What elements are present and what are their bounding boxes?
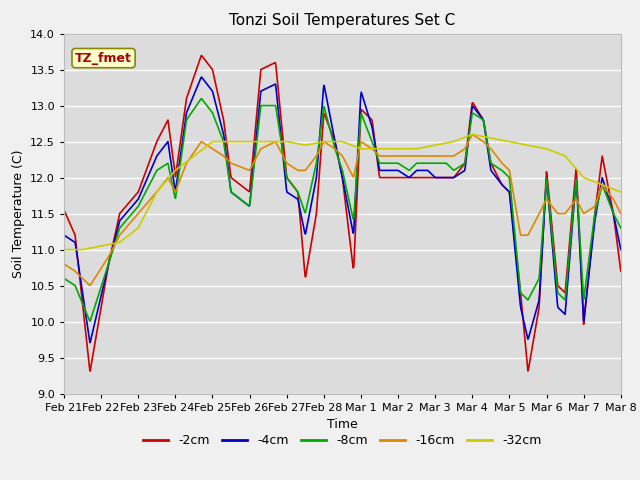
-2cm [617,268,625,274]
-4cm [389,168,397,173]
Line: -2cm: -2cm [64,56,621,371]
-16cm [388,153,396,159]
-4cm [60,232,68,238]
-32cm [291,140,299,146]
-32cm [388,146,396,152]
Y-axis label: Soil Temperature (C): Soil Temperature (C) [12,149,25,278]
-4cm [86,340,94,346]
Title: Tonzi Soil Temperatures Set C: Tonzi Soil Temperatures Set C [229,13,456,28]
-2cm [389,175,397,180]
-32cm [87,245,95,251]
-16cm [617,211,625,216]
-32cm [468,132,476,137]
X-axis label: Time: Time [327,418,358,431]
-16cm [590,204,598,210]
-2cm [590,218,598,224]
-32cm [598,182,606,188]
-8cm [88,315,95,321]
-4cm [599,177,607,182]
-2cm [164,117,172,123]
-2cm [60,207,68,213]
-8cm [292,187,300,193]
Text: TZ_fmet: TZ_fmet [75,51,132,65]
-16cm [469,132,477,138]
-2cm [198,53,205,59]
-16cm [88,281,95,287]
-4cm [198,74,205,80]
-4cm [88,335,95,340]
-8cm [389,160,397,166]
Line: -8cm: -8cm [64,99,621,321]
-8cm [617,225,625,231]
-8cm [198,96,205,102]
-8cm [60,276,68,281]
-32cm [163,177,171,182]
-32cm [617,189,625,195]
-16cm [292,166,300,172]
-8cm [590,216,598,222]
-16cm [599,183,607,189]
-4cm [164,139,172,144]
Line: -16cm: -16cm [64,135,621,286]
-32cm [589,179,597,184]
Line: -32cm: -32cm [64,134,621,250]
-16cm [60,261,68,267]
-16cm [164,175,172,180]
Line: -4cm: -4cm [64,77,621,343]
Legend: -2cm, -4cm, -8cm, -16cm, -32cm: -2cm, -4cm, -8cm, -16cm, -32cm [138,429,547,452]
-8cm [599,183,607,189]
-2cm [88,361,95,367]
-2cm [599,156,607,162]
-4cm [617,247,625,252]
-32cm [60,247,68,252]
-2cm [292,187,300,193]
-8cm [86,318,94,324]
-2cm [86,368,94,374]
-8cm [164,160,172,166]
-4cm [292,195,300,201]
-16cm [86,283,94,288]
-4cm [590,225,598,230]
